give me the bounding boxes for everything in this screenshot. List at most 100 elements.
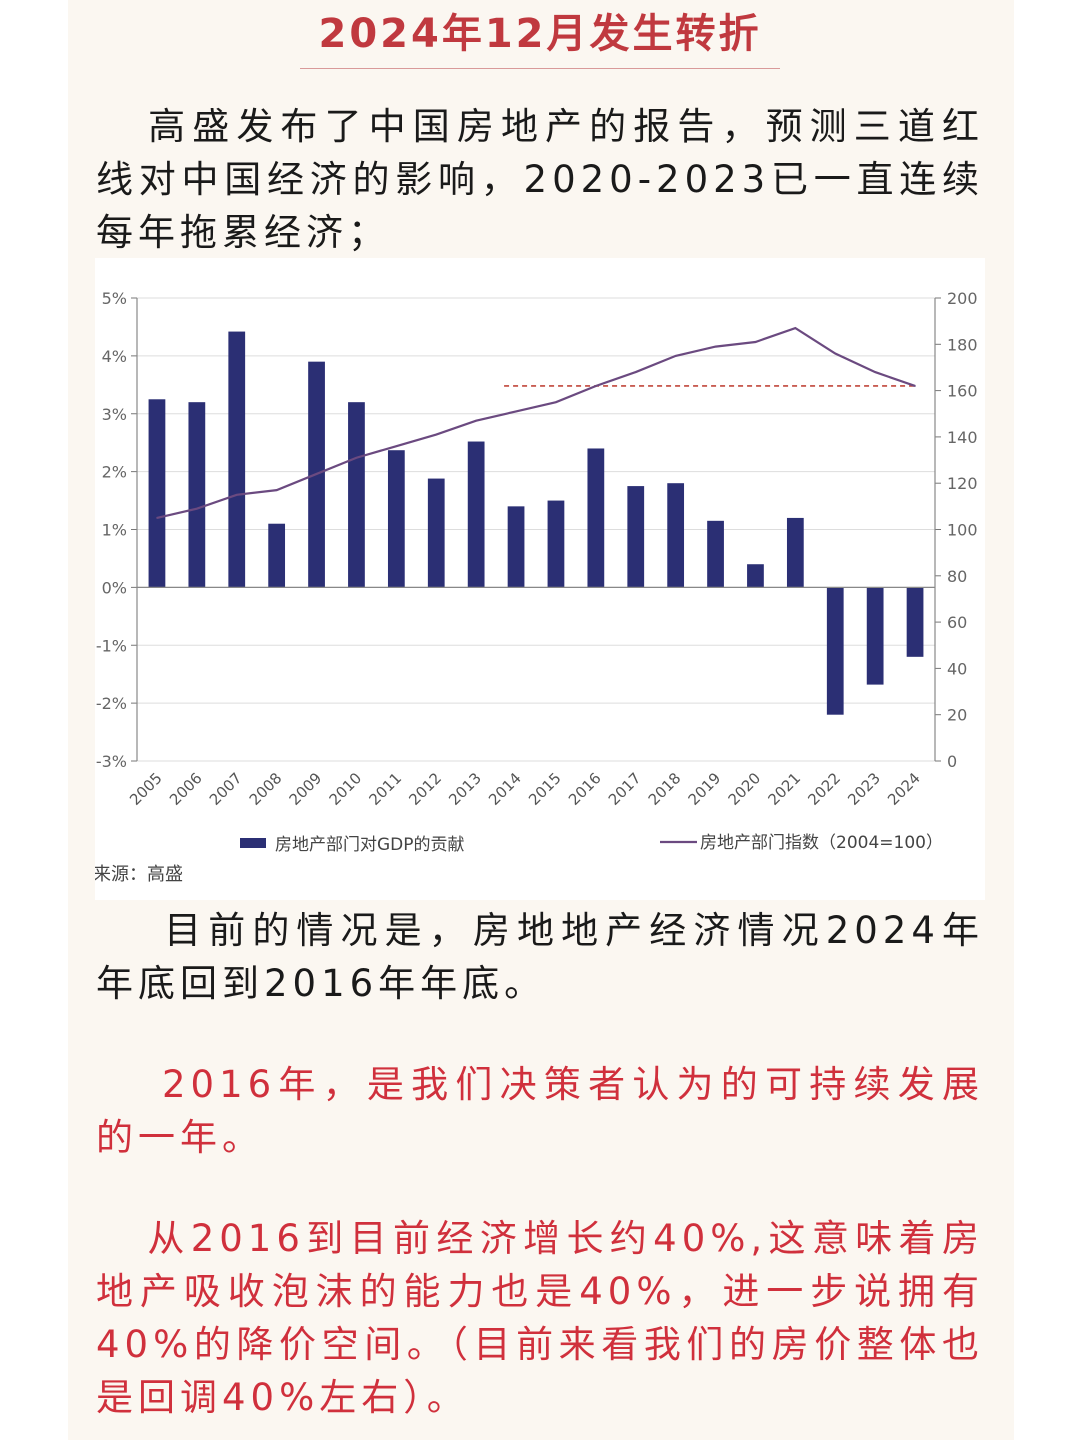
- right-tick-label: 40: [947, 659, 967, 678]
- legend: 房地产部门对GDP的贡献 房地产部门指数（2004=100）: [240, 833, 943, 855]
- year-label: 2007: [206, 769, 246, 809]
- index-point-2005: [156, 517, 158, 519]
- index-point-2018: [674, 355, 677, 357]
- paragraph-intro: 高盛发布了中国房地产的报告，预测三道红线对中国经济的影响，2020-2023已一…: [96, 100, 984, 259]
- left-tick-label: 0%: [102, 578, 127, 597]
- right-tick-label: 20: [947, 706, 967, 725]
- right-tick-label: 80: [947, 567, 967, 586]
- right-tick-label: 160: [947, 382, 978, 401]
- year-label: 2019: [685, 769, 725, 809]
- bar-2022: [826, 587, 844, 715]
- source-note: 来源：高盛: [95, 864, 183, 885]
- year-label: 2022: [804, 769, 844, 809]
- page-title: 2024年12月发生转折: [318, 11, 762, 57]
- bar-2013: [467, 441, 485, 588]
- left-tick-label: 2%: [102, 463, 127, 482]
- chart-svg: -3% -2% -1% 0% 1% 2% 3% 4% 5% 0 20 40 60 80 100 120 140 1…: [95, 289, 978, 885]
- bar-2005: [148, 399, 166, 588]
- axes: -3% -2% -1% 0% 1% 2% 3% 4% 5% 0 20 40 60 80 100 120 140 1…: [96, 289, 978, 809]
- legend-bar-swatch: [240, 838, 266, 848]
- left-tick-label: 5%: [102, 289, 127, 308]
- bar-2021: [786, 517, 804, 588]
- legend-bar-label: 房地产部门对GDP的贡献: [275, 835, 465, 855]
- year-label: 2023: [844, 769, 884, 809]
- year-label: 2021: [764, 769, 804, 809]
- year-label: 2017: [605, 769, 645, 809]
- right-tick-label: 200: [947, 289, 978, 308]
- index-point-2007: [235, 493, 238, 496]
- left-tick-label: -2%: [96, 694, 127, 713]
- bar-2016: [587, 448, 605, 588]
- bar-2012: [427, 478, 445, 588]
- bar-2017: [627, 486, 645, 588]
- right-tick-label: 100: [947, 521, 978, 540]
- bar-2008: [268, 523, 286, 588]
- line-series: [156, 326, 916, 519]
- right-tick-label: 180: [947, 335, 978, 354]
- index-point-2006: [196, 507, 198, 510]
- index-point-2019: [714, 345, 717, 348]
- bar-2018: [667, 483, 685, 588]
- bar-2023: [866, 587, 884, 685]
- left-tick-label: 4%: [102, 347, 127, 366]
- index-point-2008: [275, 489, 278, 491]
- year-label: 2013: [445, 769, 485, 809]
- chart: -3% -2% -1% 0% 1% 2% 3% 4% 5% 0 20 40 60 80 100 120 140 1…: [95, 258, 985, 900]
- year-label: 2010: [326, 769, 366, 809]
- index-point-2023: [874, 371, 876, 373]
- index-point-2024: [914, 385, 916, 387]
- year-label: 2012: [405, 769, 445, 809]
- paragraph-status-text: 目前的情况是，房地地产经济情况2024年年底回到2016年年底。: [96, 909, 984, 1005]
- bar-2015: [547, 500, 565, 588]
- paragraph-growth-text: 从2016到目前经济增长约40%,这意味着房地产吸收泡沫的能力也是40%，进一步…: [96, 1217, 984, 1419]
- index-point-2011: [395, 445, 398, 447]
- grid-lines: [137, 297, 935, 762]
- index-point-2015: [555, 401, 557, 403]
- index-point-2010: [355, 456, 358, 459]
- year-label: 2014: [485, 769, 525, 809]
- year-label: 2015: [525, 769, 565, 809]
- right-tick-label: 120: [947, 474, 978, 493]
- bar-2024: [906, 587, 924, 657]
- bar-2014: [507, 506, 525, 588]
- title-underline: [300, 68, 780, 69]
- index-point-2017: [634, 371, 637, 373]
- legend-line-label: 房地产部门指数（2004=100）: [700, 833, 943, 853]
- year-label: 2005: [126, 769, 166, 809]
- paragraph-growth: 从2016到目前经济增长约40%,这意味着房地产吸收泡沫的能力也是40%，进一步…: [96, 1212, 984, 1424]
- paragraph-2016-text: 2016年，是我们决策者认为的可持续发展的一年。: [96, 1063, 984, 1159]
- year-label: 2024: [884, 769, 924, 809]
- index-line: [156, 326, 916, 519]
- index-point-2013: [475, 419, 477, 422]
- bar-2010: [348, 402, 365, 588]
- index-point-2022: [834, 352, 837, 355]
- left-tick-label: 1%: [102, 521, 127, 540]
- year-label: 2020: [725, 769, 765, 809]
- year-label: 2018: [645, 769, 685, 809]
- year-label: 2006: [166, 769, 206, 809]
- index-point-2020: [754, 341, 757, 343]
- year-label: 2009: [286, 769, 326, 809]
- bar-2020: [747, 564, 764, 588]
- paragraph-2016: 2016年，是我们决策者认为的可持续发展的一年。: [96, 1058, 984, 1164]
- year-label: 2016: [565, 769, 605, 809]
- index-point-2012: [435, 433, 438, 436]
- index-point-2021: [794, 327, 797, 329]
- bar-series: [148, 331, 924, 715]
- year-label: 2011: [365, 769, 405, 809]
- year-label: 2008: [246, 769, 286, 809]
- bar-2019: [707, 520, 724, 588]
- right-tick-label: 60: [947, 613, 967, 632]
- right-tick-label: 140: [947, 428, 978, 447]
- paragraph-intro-text: 高盛发布了中国房地产的报告，预测三道红线对中国经济的影响，2020-2023已一…: [96, 105, 984, 254]
- index-point-2016: [595, 385, 597, 387]
- right-tick-label: 0: [947, 752, 957, 771]
- bar-2011: [387, 450, 405, 588]
- left-tick-label: -3%: [96, 752, 127, 771]
- index-point-2009: [315, 473, 318, 475]
- left-tick-label: -1%: [96, 636, 127, 655]
- index-point-2014: [515, 410, 517, 413]
- bar-2007: [228, 331, 246, 588]
- paragraph-status: 目前的情况是，房地地产经济情况2024年年底回到2016年年底。: [96, 904, 984, 1010]
- left-tick-label: 3%: [102, 405, 127, 424]
